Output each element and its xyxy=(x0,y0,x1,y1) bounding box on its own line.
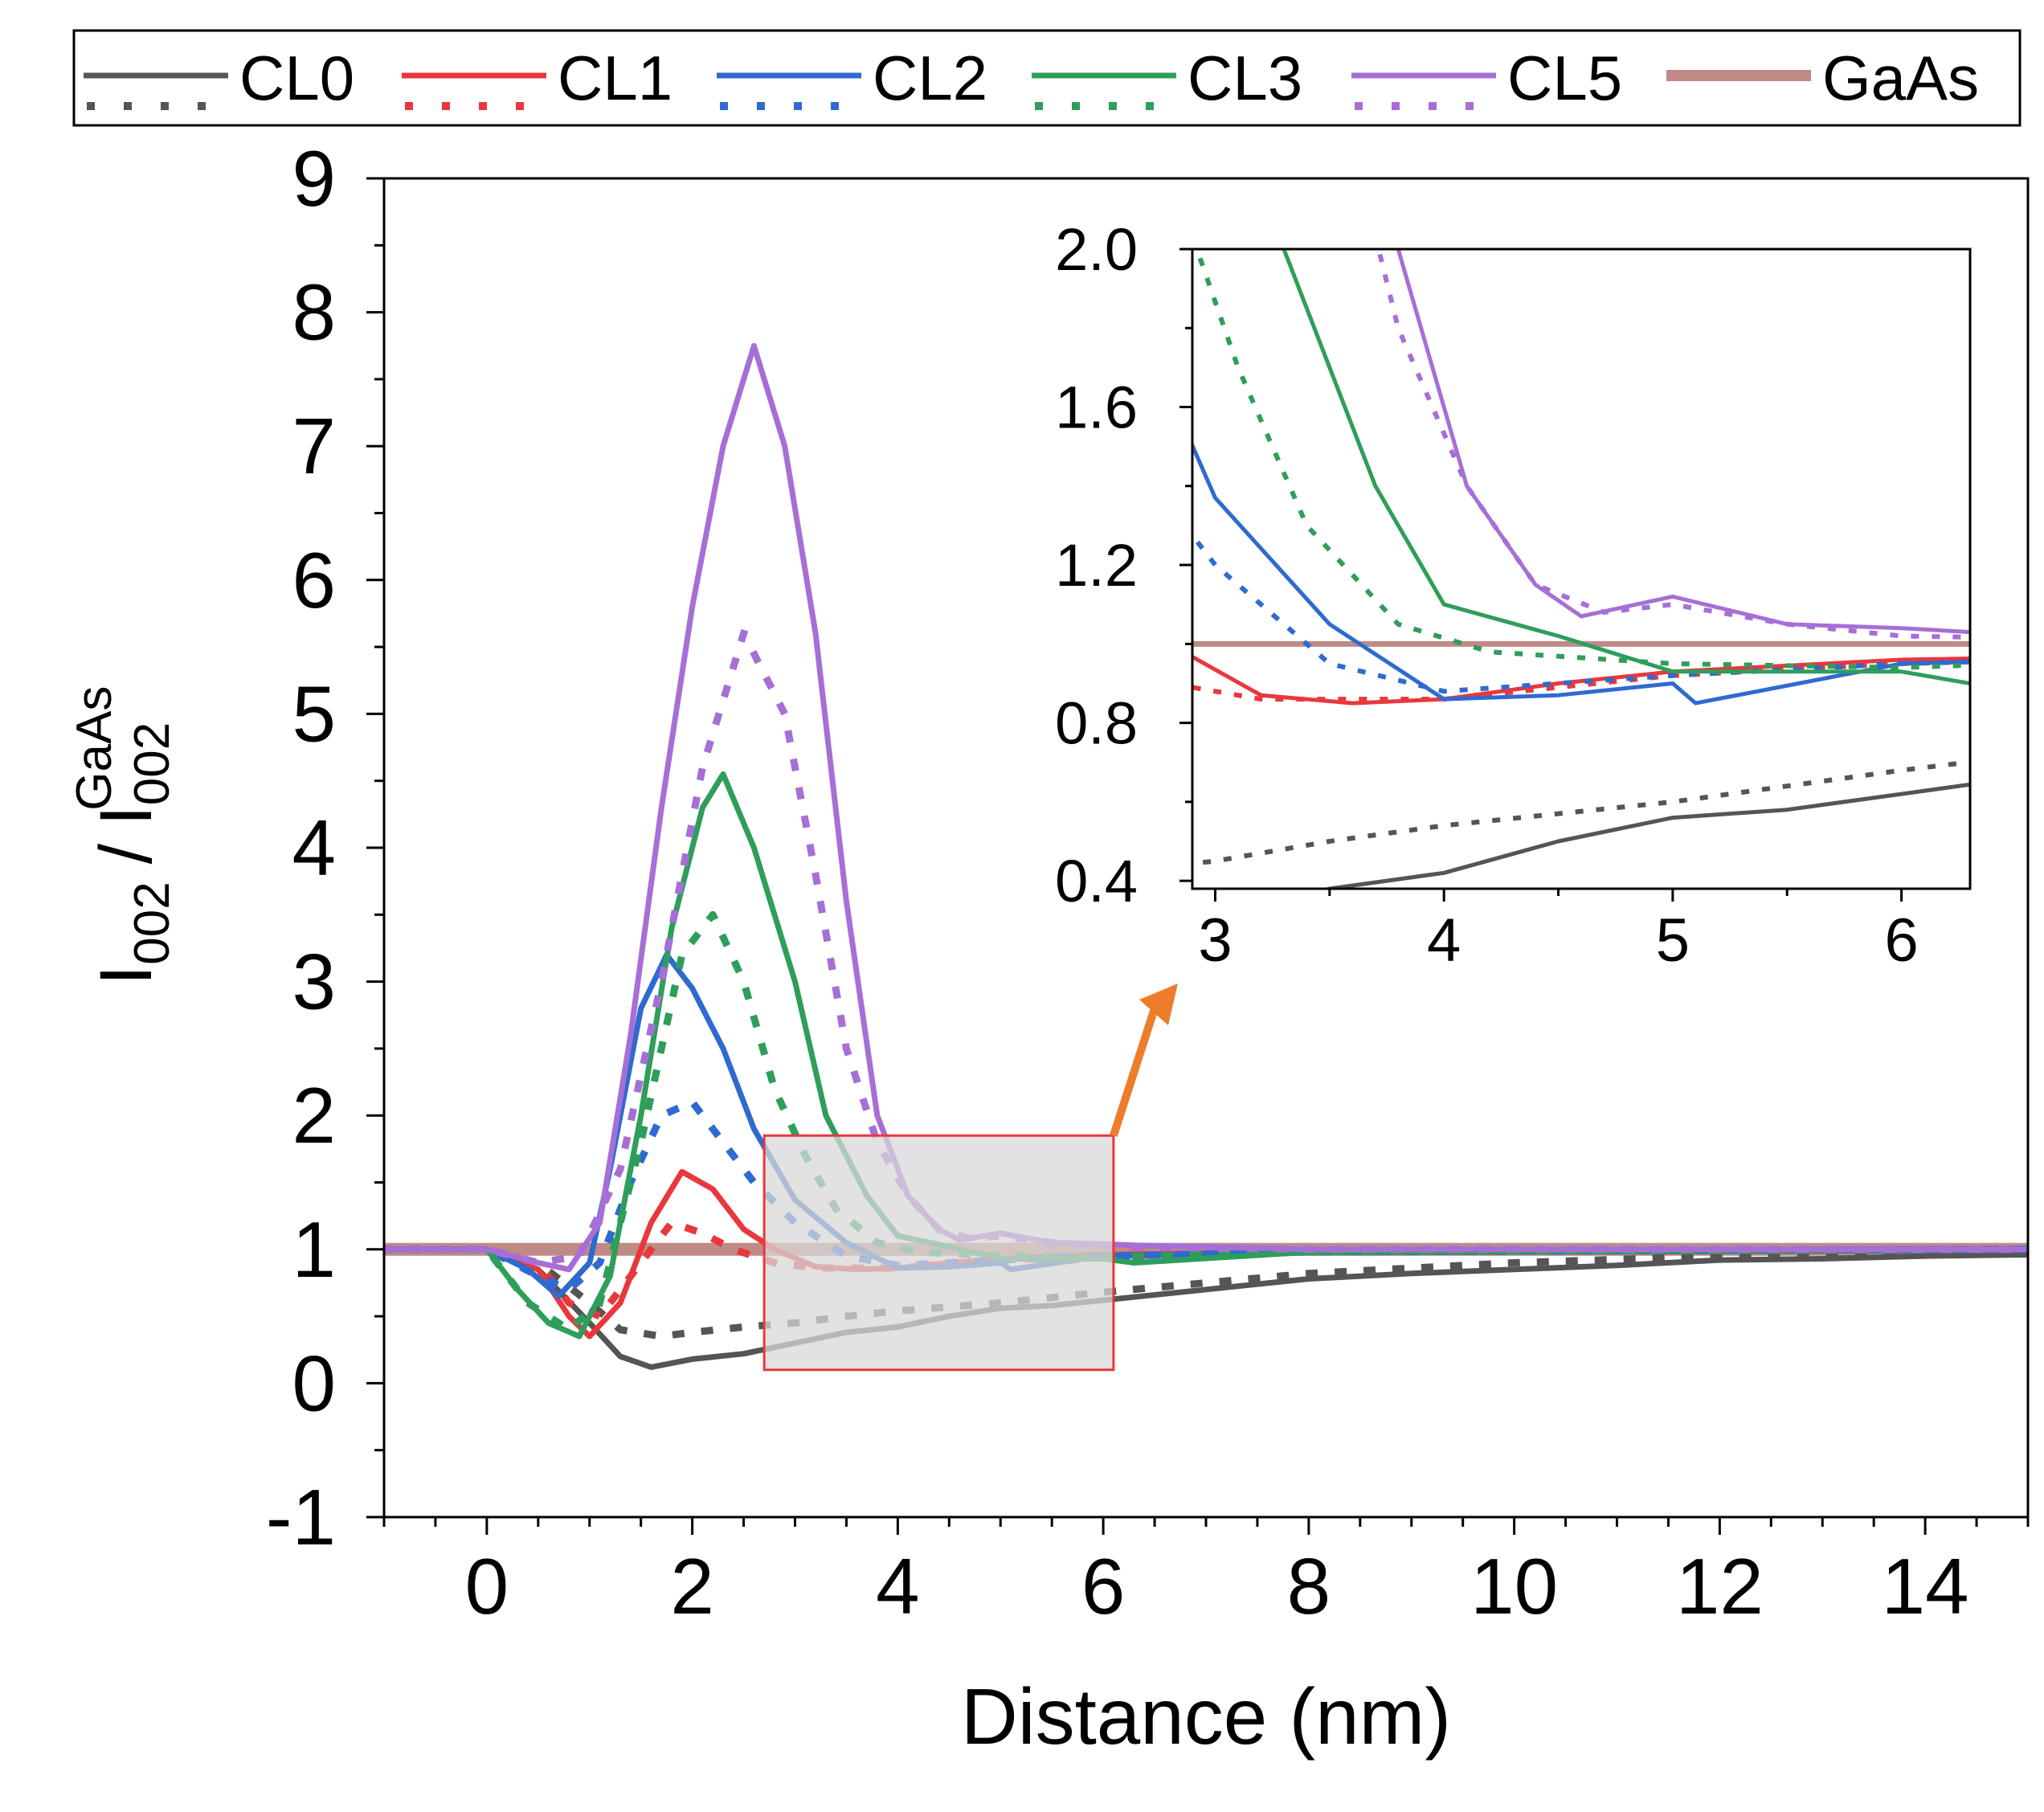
inset-y-tick-label: 1.6 xyxy=(1055,374,1138,441)
inset-series-cl5-dotted xyxy=(1376,249,1970,640)
inset-series-cl0-solid xyxy=(1322,782,1970,889)
y-tick-label: 9 xyxy=(292,134,336,223)
y-tick-label: 7 xyxy=(292,402,336,490)
inset-y-tick-label: 0.8 xyxy=(1055,690,1138,757)
svg-text:I002/I002GaAs: I002/I002GaAs xyxy=(67,686,180,986)
x-tick-label: 2 xyxy=(670,1542,714,1630)
y-label-base: I xyxy=(85,965,167,986)
inset-series-cl5-solid xyxy=(1396,249,1970,635)
y-label-sep: / xyxy=(85,843,167,864)
main-series-cl5-dotted xyxy=(384,629,2028,1266)
legend: CL0 CL1 CL2 CL3 CL5 GaAs xyxy=(72,29,2022,127)
inset-frame xyxy=(1191,247,1972,890)
y-label-base-sub: 002 xyxy=(125,881,180,964)
inset-series-cl0-dotted xyxy=(1192,759,1970,866)
y-tick-label: 4 xyxy=(292,804,336,892)
inset-plot: 3 4 5 6 0.4 0.8 1.2 1.6 2.0 xyxy=(1055,216,1972,975)
y-label-ref: I xyxy=(85,805,167,826)
y-tick-label: 6 xyxy=(292,536,336,624)
legend-label-cl5: CL5 xyxy=(1507,43,1622,113)
y-tick-label: 1 xyxy=(292,1205,336,1294)
zoom-arrow-shaft xyxy=(1110,1009,1158,1137)
inset-y-tick-label: 1.2 xyxy=(1055,532,1138,599)
zoom-arrow-head xyxy=(1139,984,1178,1025)
inset-series-cl2-solid xyxy=(1192,440,1970,706)
inset-series-cl3-solid xyxy=(1282,249,1970,685)
y-tick-label: 3 xyxy=(292,938,336,1026)
x-tick-label: 4 xyxy=(876,1542,920,1630)
x-tick-label: 10 xyxy=(1470,1542,1558,1630)
y-label-ref-sub: 002 xyxy=(125,722,180,805)
inset-x-tick-label: 6 xyxy=(1884,906,1918,975)
x-tick-label: 8 xyxy=(1287,1542,1331,1630)
inset-x-tick-label: 4 xyxy=(1427,906,1461,975)
inset-background xyxy=(1192,249,1970,889)
main-series-cl3-dotted xyxy=(384,910,2028,1334)
main-series-cl0-dotted xyxy=(384,1245,2028,1340)
main-series-cl0-solid xyxy=(384,1246,2028,1370)
legend-label-cl0: CL0 xyxy=(239,43,354,113)
inset-y-tick-label: 2.0 xyxy=(1055,216,1138,283)
legend-label-cl3: CL3 xyxy=(1188,43,1302,113)
x-tick-label: 6 xyxy=(1081,1542,1126,1630)
zoom-region-box xyxy=(762,1134,1115,1372)
legend-label-gaas: GaAs xyxy=(1822,43,1979,113)
x-tick-label: 14 xyxy=(1882,1542,1969,1630)
y-tick-label: 0 xyxy=(292,1339,336,1427)
inset-series-cl1-solid xyxy=(1192,654,1970,706)
x-tick-label: 12 xyxy=(1676,1542,1764,1630)
inset-y-tick-label: 0.4 xyxy=(1055,848,1138,914)
y-tick-label: 5 xyxy=(292,669,336,758)
x-tick-label: 0 xyxy=(465,1542,509,1630)
x-axis-label: Distance (nm) xyxy=(961,1672,1451,1761)
legend-label-cl1: CL1 xyxy=(558,43,672,113)
y-tick-label: 2 xyxy=(292,1071,336,1160)
y-tick-label: 8 xyxy=(292,268,336,357)
y-tick-label: -1 xyxy=(266,1473,336,1561)
legend-label-cl2: CL2 xyxy=(873,43,987,113)
inset-x-tick-label: 3 xyxy=(1198,906,1232,975)
inset-x-tick-label: 5 xyxy=(1656,906,1690,975)
y-label-ref-sup: GaAs xyxy=(67,686,122,811)
y-axis-label: I002/I002GaAs xyxy=(67,686,180,986)
